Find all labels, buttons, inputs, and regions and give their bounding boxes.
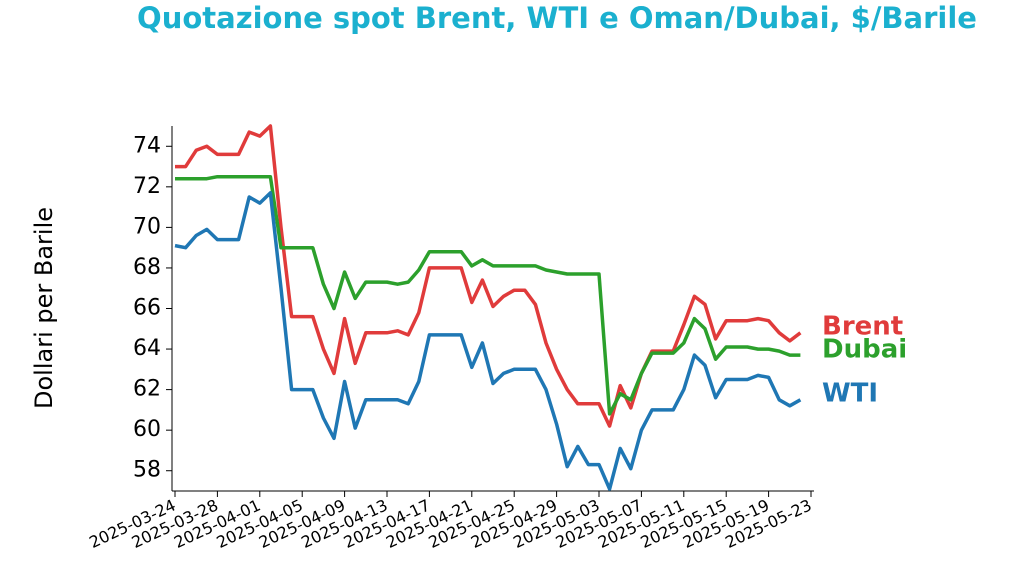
chart-title: Quotazione spot Brent, WTI e Oman/Dubai,… [137, 1, 977, 35]
series-label: Brent [822, 311, 903, 341]
y-tick-label: 62 [133, 377, 161, 402]
series-line [175, 174, 801, 416]
y-tick-label: 68 [133, 255, 161, 280]
y-tick-label: 72 [133, 174, 161, 199]
series-label: WTI [822, 378, 878, 408]
y-tick-label: 74 [133, 133, 161, 158]
y-tick-label: 70 [133, 214, 161, 239]
series-line [174, 191, 802, 491]
y-tick-label: 58 [133, 458, 161, 483]
series-line [175, 124, 802, 428]
y-axis-label: Dollari per Barile [30, 207, 58, 409]
series-label: Dubai [822, 334, 907, 364]
y-tick-label: 64 [133, 336, 161, 361]
y-tick-label: 60 [133, 417, 161, 442]
y-tick-label: 66 [133, 296, 161, 321]
